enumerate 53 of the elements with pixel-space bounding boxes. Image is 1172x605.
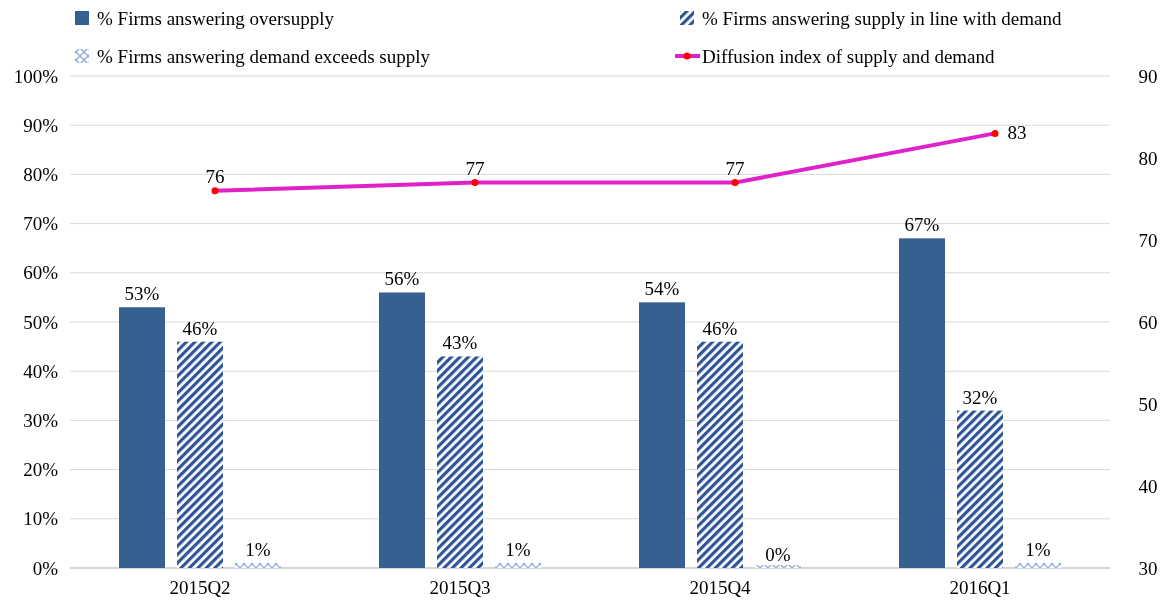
data-label: 1% — [505, 539, 531, 561]
y-tick-label: 70% — [23, 213, 59, 235]
y-tick-label: 40% — [23, 360, 59, 382]
y-tick-label: 60% — [23, 262, 59, 284]
data-label: 53% — [124, 283, 160, 305]
y-tick-label: 50% — [23, 311, 59, 333]
legend-label: % Firms answering supply in line with demand — [702, 7, 1062, 29]
data-label: 83 — [1007, 122, 1027, 144]
y2-tick-label: 30 — [1138, 557, 1158, 579]
data-label: 32% — [962, 386, 998, 408]
x-tick-label: 2016Q1 — [949, 577, 1011, 598]
x-tick-label: 2015Q3 — [429, 577, 491, 598]
bar — [697, 341, 743, 568]
y-tick-label: 10% — [23, 508, 59, 530]
bar — [119, 307, 165, 568]
y-tick-label: 90% — [23, 114, 59, 136]
bar — [495, 563, 541, 568]
legend-label: % Firms answering oversupply — [97, 7, 335, 29]
data-label: 1% — [245, 539, 271, 561]
y2-tick-label: 70 — [1138, 229, 1158, 251]
bar — [379, 292, 425, 568]
legend-label: % Firms answering demand exceeds supply — [97, 45, 431, 67]
y-tick-label: 20% — [23, 459, 59, 481]
data-label: 0% — [765, 544, 791, 565]
y-tick-label: 0% — [32, 557, 59, 579]
y-tick-label: 80% — [23, 164, 59, 186]
bar — [639, 302, 685, 568]
data-label: 46% — [182, 317, 218, 339]
y2-tick-label: 50 — [1138, 393, 1158, 415]
x-tick-label: 2015Q2 — [169, 577, 231, 598]
data-label: 46% — [702, 317, 738, 339]
bar — [235, 563, 281, 568]
x-tick-label: 2015Q4 — [689, 577, 752, 598]
y-tick-label: 30% — [23, 410, 59, 432]
bar — [899, 238, 945, 568]
data-label: 1% — [1025, 539, 1051, 561]
data-label: 77 — [725, 157, 745, 179]
y2-tick-label: 60 — [1138, 311, 1158, 333]
bar — [1015, 563, 1061, 568]
y2-tick-label: 40 — [1138, 475, 1158, 497]
y-tick-label: 100% — [13, 65, 59, 87]
legend-label: Diffusion index of supply and demand — [702, 45, 996, 67]
y2-tick-label: 90 — [1138, 65, 1158, 87]
bar — [437, 356, 483, 568]
data-label: 67% — [904, 214, 940, 236]
data-label: 76 — [205, 165, 225, 187]
data-label: 43% — [442, 332, 478, 354]
data-label: 54% — [644, 278, 680, 300]
data-label: 77 — [465, 157, 485, 179]
bar — [177, 341, 223, 568]
bar — [957, 410, 1003, 568]
data-label: 56% — [384, 268, 420, 290]
y2-tick-label: 80 — [1138, 147, 1158, 169]
